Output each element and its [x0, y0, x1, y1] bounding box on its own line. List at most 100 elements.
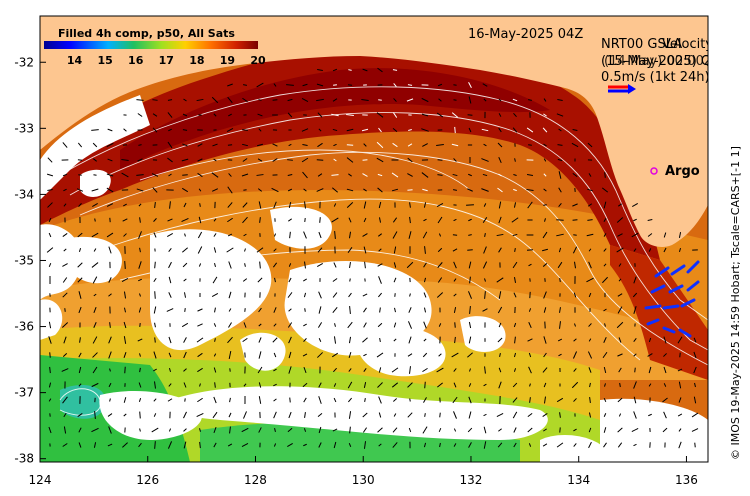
- velocity-arrow: [168, 247, 172, 253]
- velocity-arrow: [556, 219, 564, 221]
- velocity-arrow: [198, 188, 202, 192]
- velocity-arrow: [181, 217, 189, 223]
- velocity-arrow: [559, 412, 561, 418]
- velocity-arrow: [393, 98, 397, 102]
- velocity-arrow: [361, 128, 369, 132]
- velocity-arrow: [213, 247, 217, 253]
- velocity-arrow: [543, 336, 547, 344]
- velocity-arrow: [316, 83, 324, 87]
- velocity-arrow: [138, 261, 142, 269]
- velocity-arrow: [136, 174, 144, 176]
- velocity-arrow: [452, 189, 458, 191]
- velocity-arrow: [573, 428, 577, 432]
- velocity-arrow: [152, 187, 158, 193]
- velocity-arrow: [663, 411, 667, 419]
- velocity-arrow: [108, 382, 112, 388]
- velocity-arrow: [497, 187, 503, 193]
- velocity-arrow: [421, 172, 429, 178]
- velocity-arrow: [286, 84, 294, 86]
- velocity-arrow: [436, 112, 444, 118]
- velocity-arrow: [183, 428, 187, 432]
- velocity-arrow: [348, 336, 352, 344]
- velocity-arrow: [663, 232, 667, 238]
- velocity-arrow: [331, 174, 339, 176]
- velocity-arrow: [348, 351, 352, 359]
- velocity-arrow: [678, 232, 682, 238]
- velocity-arrow: [138, 278, 142, 282]
- velocity-arrow: [439, 442, 441, 448]
- velocity-arrow: [618, 278, 622, 282]
- highlighted-velocity-arrows: [644, 260, 700, 338]
- velocity-arrow: [243, 233, 247, 237]
- velocity-arrow: [257, 143, 263, 147]
- velocity-arrow: [602, 351, 608, 359]
- velocity-arrow: [407, 353, 413, 357]
- velocity-arrow: [137, 158, 143, 162]
- velocity-arrow: [346, 202, 354, 208]
- velocity-arrow: [213, 442, 217, 448]
- velocity-arrow: [631, 232, 639, 238]
- colorbar-tick-label: 17: [159, 54, 174, 67]
- velocity-arrow: [273, 368, 277, 372]
- velocity-arrow: [453, 278, 457, 282]
- velocity-arrow: [153, 306, 157, 314]
- velocity-arrow: [302, 382, 308, 388]
- velocity-arrow: [573, 292, 577, 298]
- argo-float-marker[interactable]: [650, 167, 658, 175]
- velocity-arrow: [211, 188, 219, 192]
- velocity-arrow: [362, 159, 368, 161]
- velocity-arrow: [138, 231, 142, 239]
- velocity-arrow: [212, 411, 218, 419]
- velocity-arrow: [482, 308, 488, 312]
- velocity-arrow: [287, 427, 293, 433]
- velocity-arrow: [436, 202, 444, 208]
- velocity-arrow: [94, 411, 96, 419]
- velocity-arrow: [468, 291, 472, 299]
- velocity-arrow: [617, 397, 623, 403]
- velocity-arrow: [484, 291, 486, 299]
- velocity-arrow: [78, 442, 82, 448]
- velocity-arrow: [677, 368, 683, 372]
- velocity-arrow: [571, 142, 579, 148]
- velocity-arrow: [632, 292, 638, 298]
- longitude-axis: 124 126 128 130 132 134 136: [29, 456, 698, 487]
- velocity-arrow: [483, 383, 487, 387]
- velocity-arrow: [78, 306, 82, 314]
- velocity-arrow: [512, 382, 518, 388]
- velocity-arrow: [92, 203, 98, 207]
- velocity-arrow: [153, 351, 157, 359]
- velocity-arrow: [196, 412, 204, 418]
- velocity-arrow: [242, 202, 248, 208]
- velocity-arrow: [77, 262, 83, 268]
- colorbar-tick-label: 20: [250, 54, 266, 67]
- velocity-arrow: [227, 217, 233, 223]
- velocity-arrow: [332, 307, 338, 313]
- velocity-arrow: [199, 428, 201, 432]
- velocity-arrow: [513, 427, 517, 433]
- velocity-arrow: [183, 337, 187, 343]
- velocity-arrow: [453, 411, 457, 419]
- velocity-arrow: [542, 231, 548, 239]
- velocity-arrow: [109, 322, 111, 328]
- velocity-arrow: [468, 396, 472, 404]
- velocity-arrow: [121, 159, 129, 161]
- velocity-arrow: [348, 411, 352, 419]
- velocity-arrow: [107, 413, 113, 417]
- velocity-arrow: [468, 173, 472, 177]
- velocity-arrow: [318, 338, 322, 342]
- velocity-arrow: [468, 321, 472, 329]
- velocity-arrow: [287, 174, 293, 176]
- velocity-arrow: [498, 201, 502, 209]
- velocity-arrow: [318, 382, 322, 388]
- velocity-arrow: [62, 233, 68, 237]
- velocity-arrow: [616, 247, 624, 253]
- velocity-arrow: [543, 428, 547, 432]
- velocity-arrow: [662, 397, 668, 403]
- velocity-arrow: [243, 84, 247, 86]
- velocity-arrow: [227, 336, 233, 344]
- velocity-arrow: [304, 217, 306, 223]
- velocity-arrow: [227, 96, 233, 104]
- velocity-arrow: [77, 232, 83, 238]
- velocity-arrow: [317, 142, 323, 148]
- velocity-arrow: [91, 427, 99, 433]
